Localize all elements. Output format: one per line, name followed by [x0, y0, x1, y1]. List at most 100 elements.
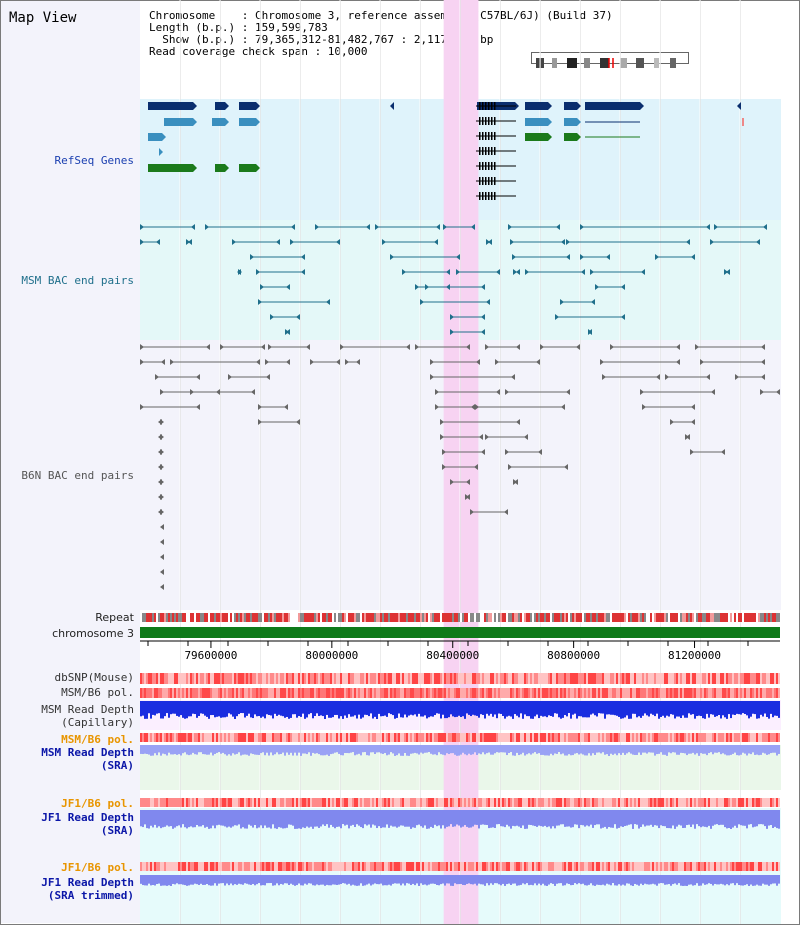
- track-label-jf1-depth-trimmed[interactable]: JF1 Read Depth (SRA trimmed): [41, 876, 134, 902]
- gene-22: [239, 164, 256, 172]
- msm-b6-pol-sra-cell: [528, 733, 530, 742]
- b6n-bac-pair-4-4-end: [642, 404, 646, 410]
- jf1-depth-sra-bar: [386, 810, 388, 825]
- msm-b6-pol-sra-cell: [164, 733, 166, 742]
- msm-b6-pol-sra-cell: [680, 733, 682, 742]
- msm-depth-sra-bar: [140, 745, 142, 754]
- msm-b6-pol-sra-cell: [630, 733, 632, 742]
- dbsnp-cell: [760, 673, 762, 684]
- jf1-depth-trim-bar: [772, 875, 774, 884]
- repeat-element: [644, 613, 646, 622]
- msm-depth-sra-bar: [358, 745, 360, 754]
- jf1-depth-trim-bar: [250, 875, 252, 885]
- jf1-b6-pol-trim-cell: [640, 862, 642, 871]
- dbsnp-cell: [176, 673, 178, 684]
- jf1-b6-pol-cell: [342, 798, 344, 807]
- track-label-msm-depth-capillary[interactable]: MSM Read Depth (Capillary): [41, 703, 134, 729]
- msm-depth-capillary-bar: [424, 701, 426, 716]
- b6n-bac-pair-6-1-end: [440, 434, 444, 440]
- track-label-msm-depth-sra[interactable]: MSM Read Depth (SRA): [41, 746, 134, 772]
- jf1-depth-trim-bar: [712, 875, 714, 886]
- jf1-depth-sra-bar: [182, 810, 184, 825]
- jf1-b6-pol-cell: [454, 798, 456, 807]
- msm-b6-pol-sra-cell: [626, 733, 628, 742]
- msm-depth-capillary-bar: [378, 701, 380, 714]
- jf1-depth-trim-bar: [444, 875, 446, 886]
- track-label-msm-b6-pol-sra[interactable]: MSM/B6 pol.: [61, 733, 134, 746]
- msm-b6-pol-cell: [756, 688, 758, 698]
- jf1-depth-sra-bar: [326, 810, 328, 825]
- jf1-b6-pol-trim-cell: [310, 862, 312, 871]
- msm-b6-pol-cell: [502, 688, 504, 698]
- track-label-chromosome[interactable]: chromosome 3: [52, 627, 134, 640]
- dbsnp-cell: [702, 673, 704, 684]
- msm-depth-sra-bar: [758, 745, 760, 756]
- msm-b6-pol-sra-cell: [530, 733, 532, 742]
- track-label-refseq[interactable]: RefSeq Genes: [54, 154, 134, 167]
- dbsnp-cell: [636, 673, 638, 684]
- msm-b6-pol-cell: [640, 688, 642, 698]
- msm-depth-capillary-bar: [242, 701, 244, 714]
- msm-bac-pair-2-2-end: [566, 254, 570, 260]
- track-label-jf1-b6-pol-trimmed[interactable]: JF1/B6 pol.: [61, 861, 134, 874]
- jf1-depth-sra-bar: [328, 810, 330, 828]
- jf1-depth-sra-bar: [672, 810, 674, 826]
- dbsnp-cell: [320, 673, 322, 684]
- b6n-bac-pair-1-0-end: [161, 359, 165, 365]
- msm-b6-pol-cell: [772, 688, 774, 698]
- msm-bac-pair-2-0-end: [250, 254, 254, 260]
- jf1-b6-pol-trim-cell: [766, 862, 768, 871]
- jf1-depth-trim-bar: [774, 875, 776, 884]
- b6n-bac-pair-4-3-end: [561, 404, 565, 410]
- msm-b6-pol-cell: [494, 688, 496, 698]
- jf1-depth-sra-bar: [342, 810, 344, 825]
- genome-browser-canvas[interactable]: 79600000 80000000 80400000 80800000 81200000: [140, 0, 781, 924]
- msm-depth-capillary-bar: [466, 701, 468, 714]
- track-label-msm-b6-pol[interactable]: MSM/B6 pol.: [61, 686, 134, 699]
- msm-depth-sra-bar: [500, 745, 502, 753]
- dbsnp-cell: [754, 673, 756, 684]
- track-label-b6n-bac[interactable]: B6N BAC end pairs: [21, 469, 134, 482]
- dbsnp-cell: [612, 673, 614, 684]
- dbsnp-cell: [632, 673, 634, 684]
- msm-depth-sra-bar: [166, 745, 168, 756]
- gene-cluster-exon: [479, 162, 481, 170]
- jf1-b6-pol-trim-cell: [510, 862, 512, 871]
- track-label-jf1-depth-sra[interactable]: JF1 Read Depth (SRA): [41, 811, 134, 837]
- repeat-element: [444, 613, 446, 622]
- track-label-msm-bac[interactable]: MSM BAC end pairs: [21, 274, 134, 287]
- jf1-depth-trim-bar: [608, 875, 610, 885]
- msm-b6-pol-sra-cell: [722, 733, 724, 742]
- jf1-b6-pol-cell: [704, 798, 706, 807]
- jf1-depth-sra-bar: [320, 810, 322, 827]
- jf1-b6-pol-cell: [680, 798, 682, 807]
- jf1-b6-pol-trim-cell: [264, 862, 266, 871]
- gene-cluster-exon: [494, 162, 496, 170]
- track-label-repeat[interactable]: Repeat: [95, 611, 134, 624]
- b6n-bac-pair-2-4-end: [706, 374, 710, 380]
- jf1-b6-pol-trim-cell: [554, 862, 556, 871]
- msm-depth-capillary-bar: [534, 701, 536, 717]
- repeat-element: [150, 613, 152, 622]
- dbsnp-cell: [296, 673, 298, 684]
- msm-depth-capillary-bar: [734, 701, 736, 716]
- msm-b6-pol-cell: [636, 688, 638, 698]
- dbsnp-cell: [384, 673, 386, 684]
- msm-depth-sra-bar: [576, 745, 578, 754]
- track-label-dbsnp[interactable]: dbSNP(Mouse): [54, 671, 134, 684]
- b6n-bac-pair-9-1-end: [450, 479, 454, 485]
- msm-b6-pol-sra-cell: [190, 733, 192, 742]
- jf1-b6-pol-trim-cell: [300, 862, 302, 871]
- msm-depth-sra-bar: [544, 745, 546, 756]
- jf1-depth-trim-bar: [484, 875, 486, 886]
- track-label-jf1-b6-pol[interactable]: JF1/B6 pol.: [61, 797, 134, 810]
- msm-depth-sra-bar: [522, 745, 524, 753]
- repeat-element: [452, 613, 454, 622]
- msm-b6-pol-sra-cell: [306, 733, 308, 742]
- gene-cluster-exon: [491, 162, 493, 170]
- msm-depth-sra-bar: [710, 745, 712, 753]
- jf1-depth-sra-bar: [636, 810, 638, 825]
- b6n-bac-pair-4-0-end: [140, 404, 144, 410]
- jf1-depth-sra-bar: [712, 810, 714, 826]
- dbsnp-cell: [324, 673, 326, 684]
